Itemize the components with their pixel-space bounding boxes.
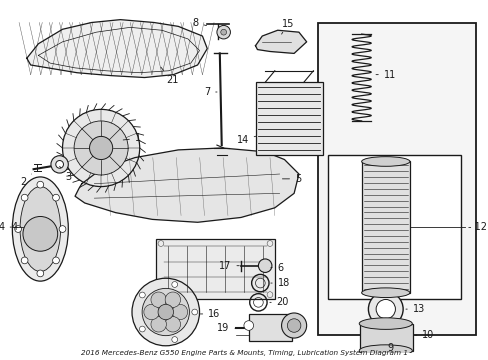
Text: 20: 20 <box>269 297 288 307</box>
Circle shape <box>172 304 187 320</box>
Circle shape <box>375 300 395 319</box>
Bar <box>359 324 412 351</box>
Circle shape <box>244 321 253 330</box>
Circle shape <box>151 316 166 332</box>
Bar <box>248 314 292 341</box>
Circle shape <box>21 257 28 264</box>
Text: 19: 19 <box>217 323 236 333</box>
Circle shape <box>37 181 43 188</box>
Circle shape <box>158 292 163 297</box>
Ellipse shape <box>359 318 411 329</box>
Text: 4: 4 <box>0 222 11 232</box>
Circle shape <box>287 319 300 332</box>
Ellipse shape <box>361 157 409 166</box>
Circle shape <box>158 304 173 320</box>
Circle shape <box>62 109 140 186</box>
Text: 11: 11 <box>375 69 395 80</box>
Circle shape <box>139 326 145 332</box>
Bar <box>255 82 323 155</box>
Circle shape <box>21 194 28 201</box>
Text: 1: 1 <box>123 133 141 143</box>
Ellipse shape <box>359 345 411 356</box>
Circle shape <box>132 278 199 346</box>
Polygon shape <box>75 148 298 222</box>
Circle shape <box>89 136 112 159</box>
Bar <box>361 162 409 293</box>
Circle shape <box>53 194 59 201</box>
Text: 5: 5 <box>282 174 301 184</box>
Text: 2: 2 <box>20 174 32 187</box>
Circle shape <box>158 240 163 246</box>
Text: 6: 6 <box>270 263 283 273</box>
Circle shape <box>165 316 180 332</box>
Circle shape <box>74 121 128 175</box>
Text: 7: 7 <box>203 87 217 97</box>
Text: 21: 21 <box>161 67 178 85</box>
Text: 9: 9 <box>387 343 393 353</box>
Text: 14: 14 <box>236 135 255 145</box>
Circle shape <box>217 26 230 39</box>
Text: 15: 15 <box>281 19 293 34</box>
Ellipse shape <box>361 288 409 297</box>
Circle shape <box>171 282 177 287</box>
Ellipse shape <box>20 186 61 271</box>
Text: 3: 3 <box>60 166 71 182</box>
Circle shape <box>15 226 21 233</box>
Bar <box>318 23 474 335</box>
Circle shape <box>220 29 226 35</box>
Circle shape <box>143 304 159 320</box>
Bar <box>327 155 460 300</box>
Text: 10: 10 <box>415 330 434 340</box>
Circle shape <box>266 292 272 297</box>
Circle shape <box>266 240 272 246</box>
Circle shape <box>59 226 66 233</box>
Circle shape <box>151 292 166 307</box>
Text: 18: 18 <box>270 278 289 288</box>
Circle shape <box>23 216 58 251</box>
Circle shape <box>37 270 43 277</box>
Circle shape <box>51 156 68 173</box>
Circle shape <box>139 292 145 298</box>
Circle shape <box>53 257 59 264</box>
Text: - 12: - 12 <box>467 222 486 232</box>
Text: 2016 Mercedes-Benz G550 Engine Parts & Mounts, Timing, Lubrication System Diagra: 2016 Mercedes-Benz G550 Engine Parts & M… <box>81 350 407 356</box>
Text: 8: 8 <box>192 18 206 27</box>
Circle shape <box>171 337 177 342</box>
Text: 17: 17 <box>219 261 239 271</box>
Text: 13: 13 <box>405 304 424 314</box>
Circle shape <box>258 259 271 273</box>
Circle shape <box>142 288 189 336</box>
Bar <box>156 239 274 300</box>
Circle shape <box>165 292 180 307</box>
Circle shape <box>191 309 197 315</box>
Text: 16: 16 <box>200 309 220 319</box>
Circle shape <box>367 292 402 327</box>
Ellipse shape <box>12 177 68 281</box>
Polygon shape <box>255 30 306 53</box>
Circle shape <box>281 313 306 338</box>
Text: 4: 4 <box>11 222 18 232</box>
Circle shape <box>56 161 63 168</box>
Polygon shape <box>27 20 207 77</box>
